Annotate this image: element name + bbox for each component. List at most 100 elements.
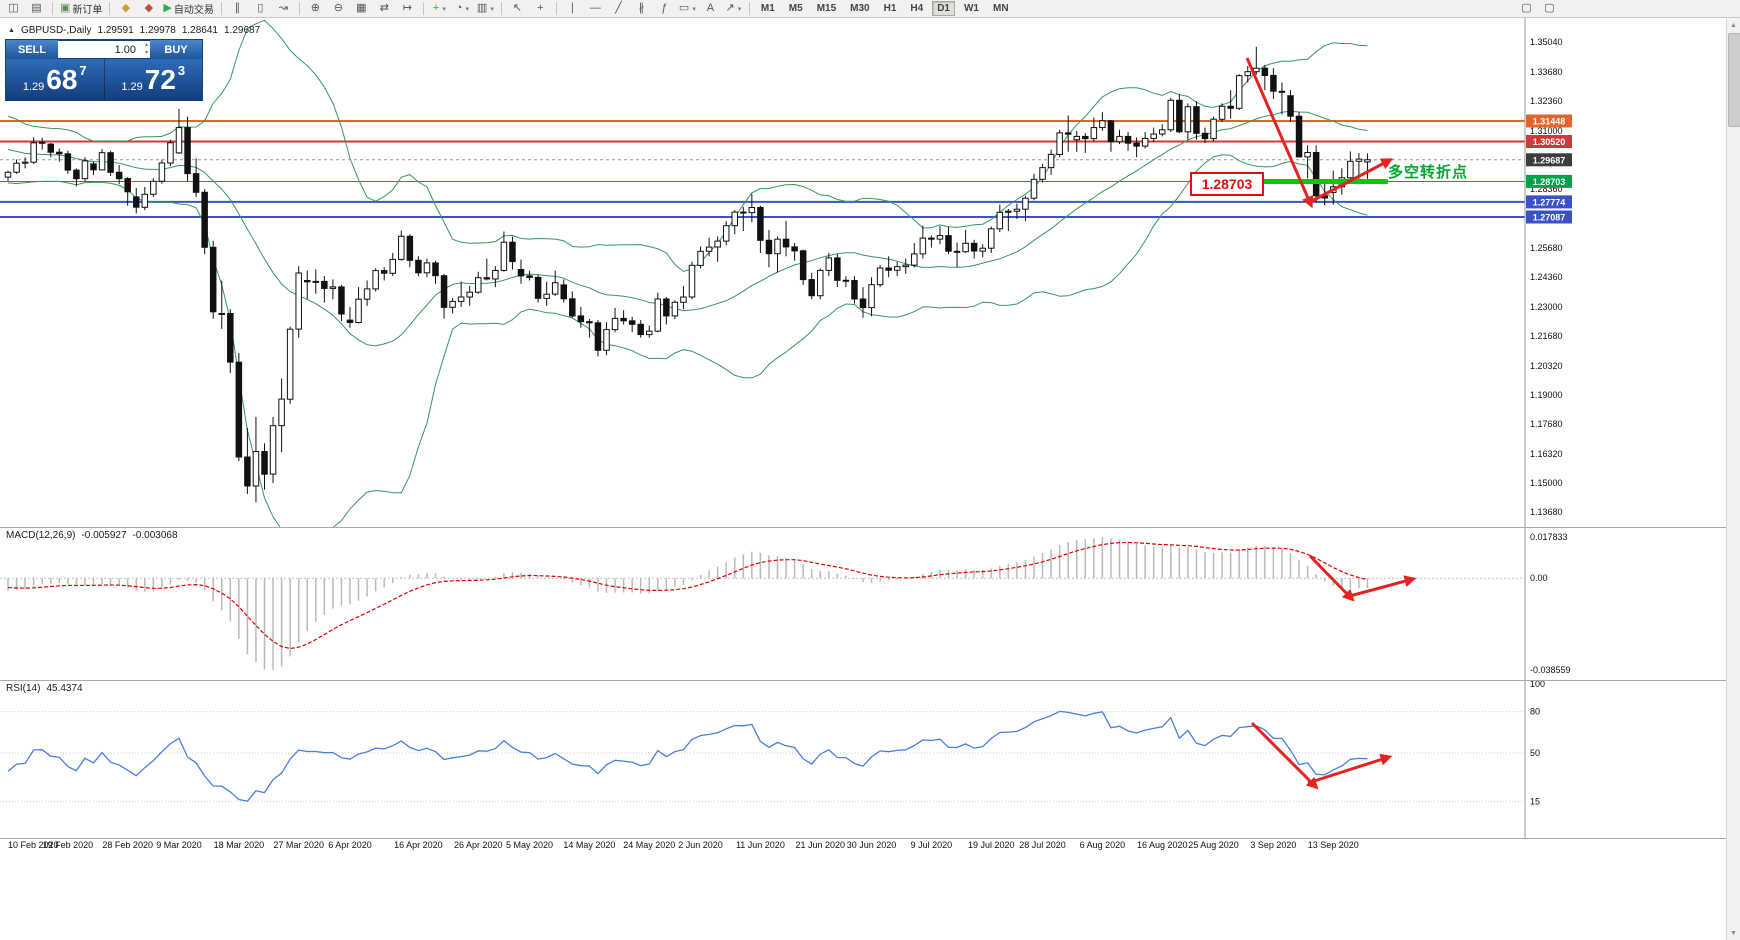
zoom-in-icon: ⊕ (310, 2, 320, 14)
svg-text:1.20320: 1.20320 (1530, 361, 1563, 371)
vertical-scrollbar[interactable]: ▲ ▼ (1726, 18, 1740, 940)
date-label: 19 Feb 2020 (42, 840, 94, 850)
vertical-line-icon: ∣ (569, 2, 576, 14)
autotrading-button[interactable]: ▶ 自动交易 (161, 1, 215, 17)
rsi-value: 45.4374 (46, 683, 83, 694)
svg-text:1.24360: 1.24360 (1530, 272, 1563, 282)
fibonacci-icon[interactable]: ƒ (654, 1, 675, 16)
svg-text:1.32360: 1.32360 (1530, 96, 1563, 106)
chart-profiles-icon[interactable]: ▤ (26, 1, 47, 16)
crosshair-icon[interactable]: + (530, 1, 551, 16)
ohlc-close: 1.29687 (223, 25, 261, 36)
annotation-price-box[interactable]: 1.28703 (1190, 172, 1264, 196)
buy-price-pip: 3 (177, 63, 186, 78)
cursor-icon: ↖ (512, 2, 522, 14)
new-order-button[interactable]: ▣ 新订单 (58, 1, 104, 17)
mql-editor-icon: ◆ (121, 2, 131, 14)
autotrading-button: ▶ (163, 2, 172, 14)
lot-stepper[interactable]: ▴ ▾ (145, 41, 148, 57)
svg-text:1.35040: 1.35040 (1530, 37, 1563, 47)
toolbar-separator (52, 2, 53, 15)
auto-scroll-icon[interactable]: ⇄ (374, 1, 395, 16)
panel-splitter[interactable] (0, 838, 1740, 839)
date-label: 30 Jun 2020 (846, 840, 897, 850)
scroll-down-icon[interactable]: ▼ (1730, 929, 1737, 937)
market-icon[interactable]: ◆ (138, 1, 159, 16)
toolbar-separator (109, 2, 111, 15)
date-label: 11 Jun 2020 (735, 840, 785, 850)
cursor-icon[interactable]: ↖ (507, 1, 528, 16)
svg-text:15: 15 (1530, 796, 1540, 806)
line-chart-icon[interactable]: ↝ (273, 1, 294, 16)
indicators-icon[interactable]: + ▾ (429, 1, 450, 16)
symbol-header: ▲ GBPUSD-,Daily 1.29591 1.29978 1.28641 … (8, 25, 260, 36)
chart-annotations[interactable] (1245, 57, 1394, 209)
timeframe-button-m30[interactable]: M30 (850, 3, 870, 14)
lot-size-input[interactable] (58, 43, 150, 56)
sell-button[interactable]: SELL (6, 40, 58, 59)
price-axis[interactable]: 1.35040 1.33680 1.32360 1.31000 1.28360 1.256… (1524, 18, 1563, 527)
date-label: 6 Aug 2020 (1079, 840, 1126, 850)
time-axis[interactable]: 10 Feb 2020 19 Feb 2020 28 Feb 2020 9 Mar 2… (0, 839, 1740, 853)
zoom-out-icon[interactable]: ⊖ (328, 1, 349, 16)
svg-text:1.21680: 1.21680 (1530, 331, 1563, 341)
rsi-axis[interactable]: 100 80 50 15 (1524, 680, 1545, 838)
svg-text:1.33680: 1.33680 (1530, 67, 1563, 77)
mql-editor-icon[interactable]: ◆ (115, 1, 136, 16)
text-icon[interactable]: A (700, 1, 721, 16)
bollinger-bands (7, 19, 1368, 527)
date-label: 26 Apr 2020 (453, 840, 503, 850)
svg-text:1.29687: 1.29687 (1533, 155, 1566, 165)
svg-text:-0.038559: -0.038559 (1530, 665, 1571, 675)
buy-button[interactable]: BUY (150, 40, 202, 59)
buy-price[interactable]: 1.29 72 3 (105, 59, 203, 100)
macd-annotations[interactable] (1308, 554, 1417, 602)
templates-icon[interactable]: ▥ ▾ (475, 1, 496, 16)
zoom-in-icon[interactable]: ⊕ (305, 1, 326, 16)
equidistant-channel-icon[interactable]: ∦ (631, 1, 652, 16)
periods-icon[interactable]: ◔ ▾ (452, 1, 473, 16)
horizontal-line-icon[interactable]: ― (585, 1, 606, 16)
one-click-trading-panel: SELL ▴ ▾ BUY 1.29 68 7 1.29 72 3 (6, 40, 202, 100)
macd-panel[interactable]: 0.017833 0.00 -0.038559 (0, 527, 1740, 680)
sell-price[interactable]: 1.29 68 7 (6, 59, 104, 100)
timeframe-button-m15[interactable]: M15 (816, 3, 837, 14)
candlestick-chart-icon[interactable]: ▯ (250, 1, 271, 16)
macd-axis[interactable]: 0.017833 0.00 -0.038559 (1524, 527, 1571, 680)
timeframe-button-m5[interactable]: M5 (788, 3, 803, 14)
main-price-chart[interactable]: 1.35040 1.33680 1.32360 1.31000 1.28360 1.256… (0, 18, 1740, 527)
panel-splitter[interactable] (0, 527, 1740, 528)
new-chart-icon[interactable]: ◫ (3, 1, 24, 16)
vertical-line-icon[interactable]: ∣ (562, 1, 583, 16)
date-label: 18 Mar 2020 (213, 840, 265, 850)
timeframe-button-m1[interactable]: M1 (760, 3, 775, 14)
rsi-annotations[interactable] (1250, 721, 1393, 790)
trendline-icon[interactable]: ╱ (608, 1, 629, 16)
timeframe-button-d1[interactable]: D1 (932, 1, 955, 16)
timeframe-button-h1[interactable]: H1 (883, 3, 897, 14)
toolbar-extra-icon-2[interactable]: ▢ (1539, 1, 1560, 16)
chart-shift-icon[interactable]: ↦ (397, 1, 418, 16)
toolbar-separator (748, 2, 750, 15)
date-label: 6 Apr 2020 (328, 840, 372, 850)
scrollbar-thumb[interactable] (1728, 33, 1740, 127)
scroll-up-icon[interactable]: ▲ (1730, 21, 1737, 29)
sell-price-big: 68 (46, 63, 78, 95)
svg-text:0.017833: 0.017833 (1530, 532, 1568, 542)
bar-chart-icon[interactable]: ∥ (227, 1, 248, 16)
stepper-down-icon[interactable]: ▾ (144, 50, 148, 56)
tile-windows-icon[interactable]: ▦ (351, 1, 372, 16)
collapse-trade-panel-icon[interactable]: ▲ (8, 27, 15, 34)
annotation-turning-point-text[interactable]: 多空转折点 (1388, 164, 1469, 181)
panel-splitter[interactable] (0, 680, 1740, 681)
timeframe-button-mn[interactable]: MN (992, 3, 1009, 14)
svg-text:1.25680: 1.25680 (1530, 243, 1563, 253)
timeframe-button-w1[interactable]: W1 (963, 3, 979, 14)
ohlc-low: 1.28641 (181, 25, 218, 36)
rsi-panel[interactable]: 100 80 50 15 (0, 680, 1740, 838)
toolbar-extra-icon-1[interactable]: ▢ (1516, 1, 1537, 16)
arrows-icon[interactable]: ↗ ▾ (723, 1, 744, 16)
timeframe-button-h4[interactable]: H4 (910, 3, 924, 14)
shapes-icon[interactable]: ▭ ▾ (677, 1, 698, 16)
stepper-up-icon[interactable]: ▴ (144, 42, 148, 48)
